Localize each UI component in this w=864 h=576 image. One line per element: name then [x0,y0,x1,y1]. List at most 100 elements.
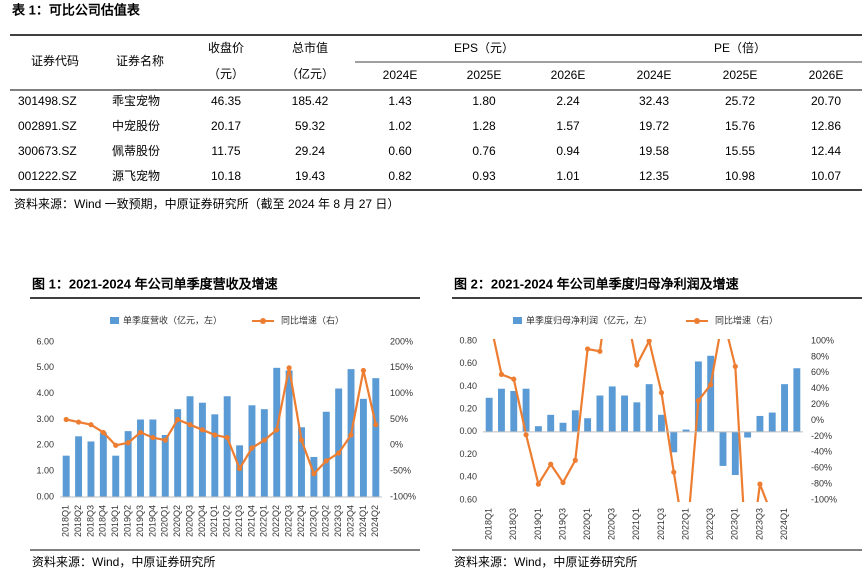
x-tick-label: 2021Q3 [656,508,666,540]
cell: 0.94 [556,144,580,158]
bar [359,398,367,497]
bar [670,431,678,453]
cell: 46.35 [211,94,241,108]
header: PE（倍） [714,40,766,55]
legend-label: 单季度归母净利润（亿元，左） [526,314,652,325]
marker [348,432,354,438]
cell: 12.44 [811,144,841,158]
header: 2026E [809,68,844,82]
legend-marker [260,318,266,324]
bar [707,355,715,432]
chart-title: 图 2：2021-2024 年公司单季度归母净利润及增速 [454,276,739,291]
x-tick-label: 2019Q3 [557,508,567,540]
x-tick-label: 2020Q3 [607,508,617,540]
bar [223,396,231,497]
cell: 2.24 [556,94,580,108]
bar [596,395,604,432]
y2-tick-label: -40% [811,447,832,457]
y2-tick-label: 50% [390,414,408,424]
cell: 乖宝宠物 [112,93,160,108]
marker [695,398,701,404]
cell: 12.86 [811,119,841,133]
header: 2025E [723,68,758,82]
marker [360,367,367,374]
y-tick-label: 2.00 [36,440,54,450]
bar [645,384,653,432]
x-tick-label: 2022Q3 [283,505,293,537]
cell: 1.57 [556,119,580,133]
bar [731,431,739,476]
x-tick-label: 2020Q1 [582,508,592,540]
legend-label: 同比增速（右） [715,314,778,325]
y-tick-label: 5.00 [36,362,54,372]
x-tick-label: 2023Q3 [333,505,343,537]
marker [560,479,566,486]
legend-swatch [110,317,119,324]
y2-tick-label: -100% [811,494,837,504]
bar [174,409,182,497]
plot [485,259,801,502]
bar [322,411,330,497]
cell: 0.93 [472,169,496,183]
marker [487,315,492,320]
marker [610,259,615,264]
cell: 0.60 [388,144,412,158]
marker [757,481,763,487]
cell: 10.18 [211,169,241,183]
bar [198,402,206,497]
x-tick-label: 2018Q3 [85,505,95,537]
bar [75,436,83,497]
marker [224,434,230,441]
legend-label: 单季度营收（亿元，左） [123,314,222,325]
marker [137,429,144,436]
header: 证券代码 [31,53,79,68]
cell: 002891.SZ [18,119,77,133]
x-tick-label: 2020Q4 [197,505,207,537]
legend-swatch [513,317,522,324]
bar [161,435,169,497]
cell: 源飞宠物 [112,168,160,183]
bar [793,368,801,432]
cell: 佩蒂股份 [112,144,160,158]
cell: 300673.SZ [18,144,77,158]
y2-tick-label: -60% [811,463,832,473]
marker [150,434,156,441]
bar [335,388,343,497]
cell: 29.24 [295,144,325,158]
x-tick-label: 2023Q1 [308,505,318,537]
marker [572,457,578,463]
marker [671,469,677,475]
bar [485,397,493,432]
y2-tick-label: -100% [390,491,416,501]
cell: 1.28 [472,119,496,133]
y2-tick-label: 150% [390,362,413,372]
x-tick-label: 2021Q1 [209,505,219,537]
x-tick-label: 2022Q1 [680,508,690,540]
x-tick-label: 2022Q1 [259,505,269,537]
cell: 1.02 [388,119,412,133]
bar [571,410,579,432]
bar [633,402,641,432]
x-tick-label: 2020Q1 [160,505,170,537]
x-tick-label: 2021Q4 [246,505,256,537]
cell: 0.82 [388,169,412,183]
header: 2024E [637,68,672,82]
header: 2025E [467,68,502,82]
y2-tick-label: 100% [811,335,834,345]
bar [87,441,95,497]
bar [522,388,530,432]
x-tick-label: 2020Q3 [184,505,194,537]
y-tick-label: 1.00 [36,466,54,476]
marker [373,422,379,428]
marker [63,416,69,423]
bar [756,415,764,432]
bar [744,431,752,438]
chart-title: 图 1：2021-2024 年公司单季度营收及增速 [32,276,278,291]
source: 资料来源：Wind，中原证券研究所 [32,554,215,569]
bar [768,412,776,432]
x-tick-label: 2019Q1 [533,508,543,540]
legend-marker [694,318,700,324]
cell: 中宠股份 [112,118,160,133]
cell: 0.76 [472,144,496,158]
